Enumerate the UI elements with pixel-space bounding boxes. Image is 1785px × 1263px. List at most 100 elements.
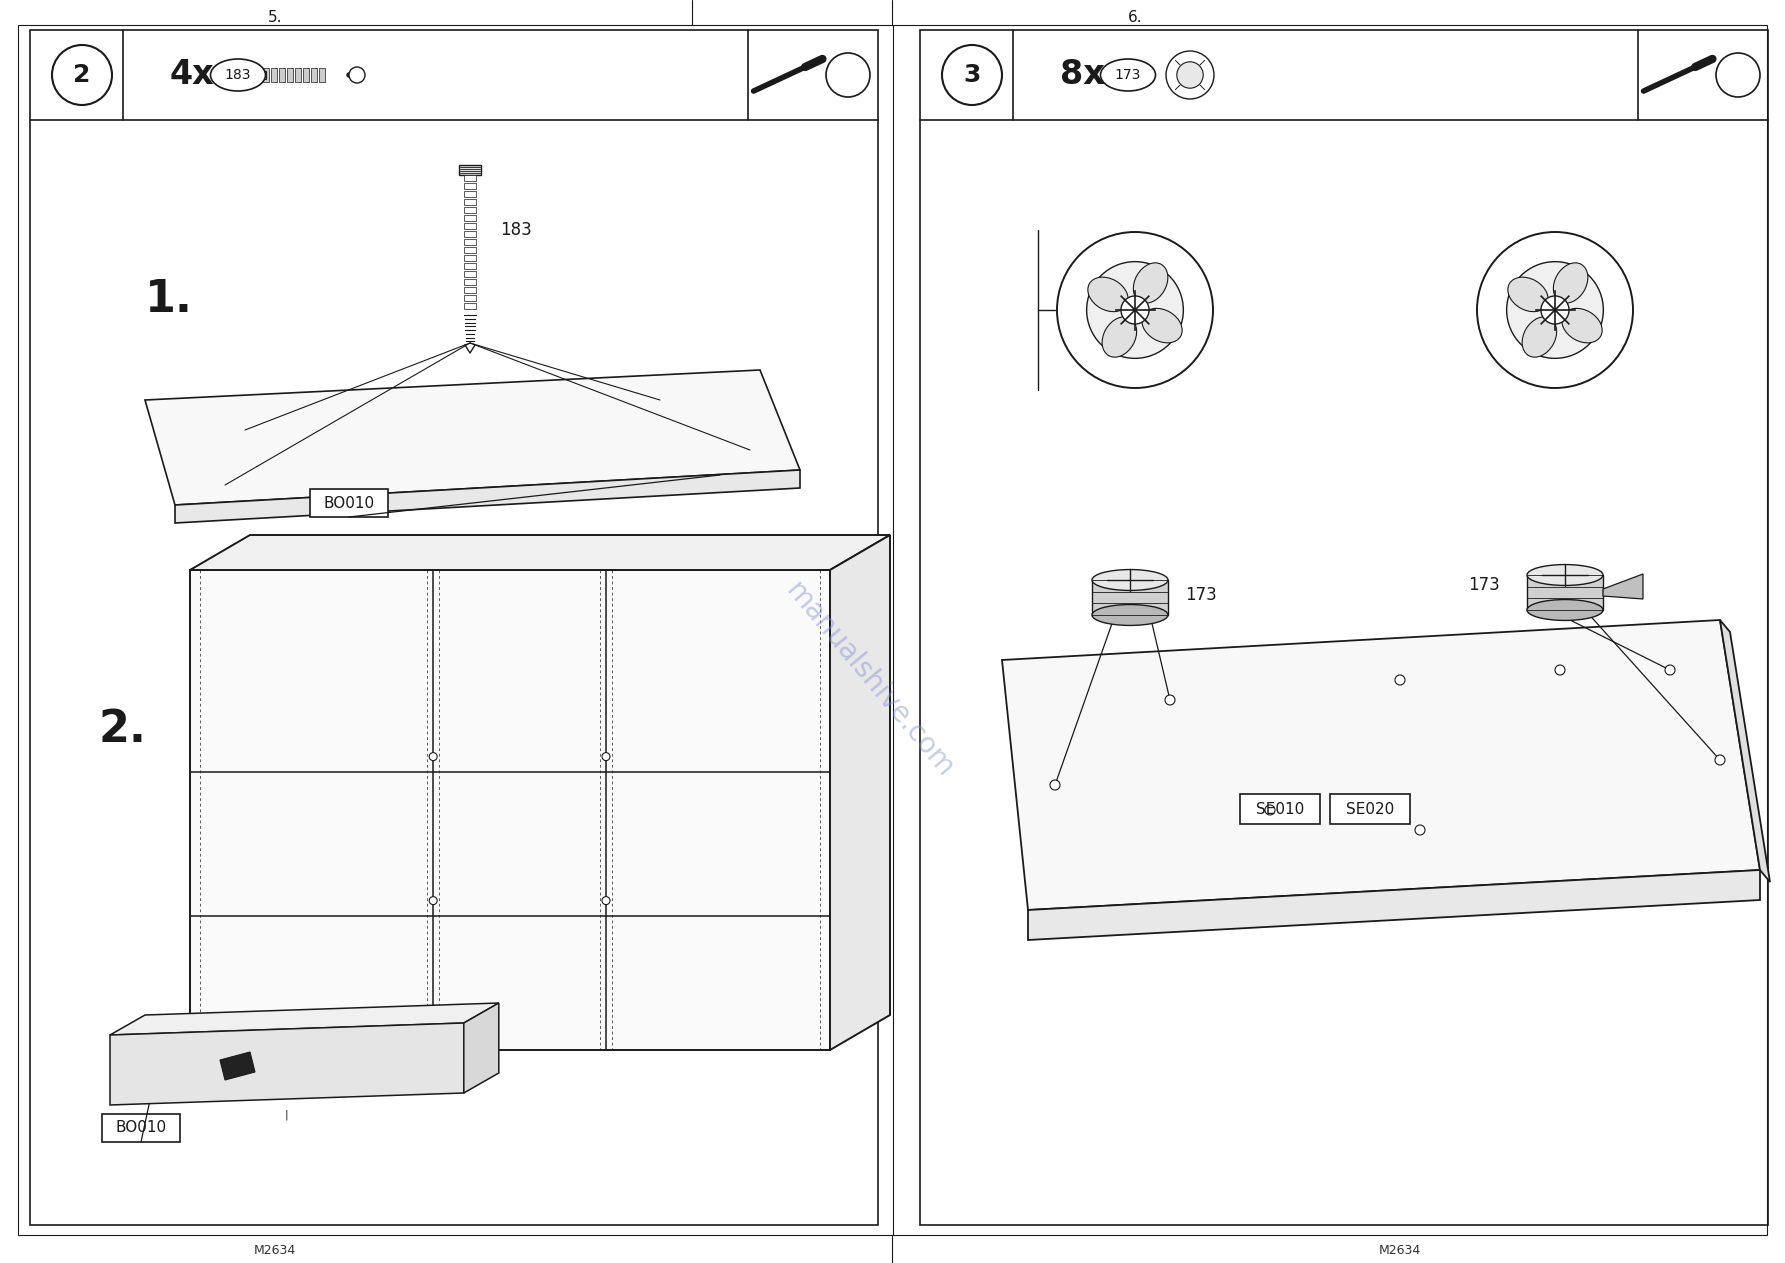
Ellipse shape: [1101, 317, 1137, 357]
Polygon shape: [111, 1003, 498, 1034]
Ellipse shape: [1142, 308, 1182, 342]
Bar: [287, 68, 293, 82]
Polygon shape: [145, 370, 800, 505]
Bar: [459, 165, 480, 176]
Polygon shape: [1092, 580, 1167, 615]
Bar: [464, 215, 477, 221]
Circle shape: [1266, 805, 1274, 815]
Bar: [464, 207, 477, 213]
Bar: [1330, 794, 1410, 823]
Polygon shape: [189, 536, 891, 570]
Bar: [464, 263, 477, 269]
Ellipse shape: [211, 59, 266, 91]
Circle shape: [428, 753, 437, 760]
Circle shape: [1555, 666, 1565, 674]
Polygon shape: [830, 536, 891, 1050]
Text: M2634: M2634: [253, 1244, 296, 1257]
Text: 1.: 1.: [145, 279, 193, 322]
Circle shape: [1715, 53, 1760, 97]
Bar: [464, 176, 477, 181]
Text: SE020: SE020: [1346, 802, 1394, 816]
Circle shape: [826, 53, 869, 97]
Bar: [262, 68, 270, 82]
Circle shape: [1507, 261, 1603, 359]
Circle shape: [52, 45, 112, 105]
Ellipse shape: [1092, 605, 1167, 625]
Text: 2: 2: [73, 63, 91, 87]
Text: 183: 183: [225, 68, 252, 82]
Circle shape: [1166, 695, 1175, 705]
Bar: [1241, 794, 1319, 823]
Bar: [464, 239, 477, 245]
Polygon shape: [175, 470, 800, 523]
Text: manualshive.com: manualshive.com: [780, 577, 960, 783]
Polygon shape: [1526, 575, 1603, 610]
Ellipse shape: [1133, 263, 1167, 303]
Circle shape: [428, 897, 437, 904]
Circle shape: [350, 67, 364, 83]
Bar: [464, 296, 477, 301]
Ellipse shape: [1101, 59, 1155, 91]
Polygon shape: [220, 1052, 255, 1080]
Text: 8x: 8x: [1060, 58, 1105, 91]
Circle shape: [1715, 755, 1724, 765]
Ellipse shape: [1526, 565, 1603, 586]
Text: BO010: BO010: [323, 495, 375, 510]
Ellipse shape: [1523, 317, 1557, 357]
Text: SE010: SE010: [1257, 802, 1305, 816]
Bar: [320, 68, 325, 82]
Bar: [189, 570, 830, 1050]
Polygon shape: [1721, 620, 1771, 882]
Bar: [311, 68, 318, 82]
Bar: [271, 68, 277, 82]
Bar: [464, 183, 477, 189]
Ellipse shape: [1553, 263, 1589, 303]
Circle shape: [1087, 261, 1183, 359]
Ellipse shape: [1092, 570, 1167, 590]
Text: 183: 183: [500, 221, 532, 239]
Circle shape: [1057, 232, 1214, 388]
Bar: [464, 200, 477, 205]
Text: 4x: 4x: [170, 58, 214, 91]
Ellipse shape: [1508, 277, 1548, 312]
Bar: [30, 30, 878, 1225]
Bar: [464, 231, 477, 237]
Bar: [919, 30, 1767, 1225]
Text: 173: 173: [1116, 68, 1141, 82]
Text: 3: 3: [964, 63, 980, 87]
Circle shape: [1166, 51, 1214, 99]
Bar: [464, 248, 477, 253]
Circle shape: [1121, 296, 1150, 325]
Ellipse shape: [1526, 600, 1603, 620]
Bar: [464, 287, 477, 293]
Text: M2634: M2634: [1378, 1244, 1421, 1257]
Bar: [261, 71, 266, 80]
Text: 5.: 5.: [268, 10, 282, 25]
Circle shape: [602, 753, 610, 760]
Circle shape: [1540, 296, 1569, 325]
Circle shape: [1396, 674, 1405, 685]
Polygon shape: [1028, 870, 1760, 940]
Text: 173: 173: [1469, 576, 1499, 594]
Text: |: |: [284, 1110, 287, 1120]
Text: BO010: BO010: [116, 1120, 166, 1135]
Polygon shape: [464, 1003, 498, 1092]
Polygon shape: [1001, 620, 1760, 911]
Polygon shape: [1603, 573, 1642, 599]
Circle shape: [1476, 232, 1633, 388]
Bar: [464, 224, 477, 229]
Bar: [311, 489, 387, 517]
Text: 173: 173: [1185, 586, 1217, 604]
Circle shape: [602, 897, 610, 904]
Bar: [464, 191, 477, 197]
Ellipse shape: [1562, 308, 1603, 342]
Polygon shape: [111, 1023, 464, 1105]
Circle shape: [1416, 825, 1424, 835]
Bar: [278, 68, 286, 82]
Circle shape: [1176, 62, 1203, 88]
Bar: [464, 303, 477, 309]
Text: 2.: 2.: [98, 709, 146, 751]
Text: 6.: 6.: [1128, 10, 1142, 25]
Ellipse shape: [1087, 277, 1128, 312]
Circle shape: [1050, 781, 1060, 789]
